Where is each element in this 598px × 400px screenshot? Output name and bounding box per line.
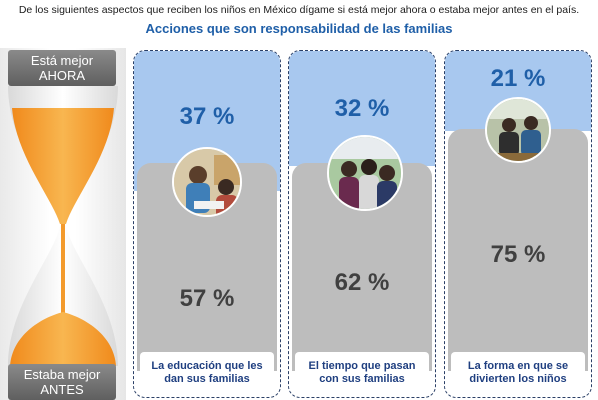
better-now-value: 21 % <box>490 65 546 92</box>
better-now-legend: Está mejor AHORA <box>8 50 116 86</box>
better-now-legend-line1: Está mejor <box>30 53 94 68</box>
better-before-legend: Estaba mejor ANTES <box>8 364 116 400</box>
hourglass-icon <box>8 86 118 366</box>
better-now-value: 37 % <box>179 103 235 130</box>
question-text: De los siguientes aspectos que reciben l… <box>18 4 580 16</box>
aspect-label: El tiempo que pasan con sus familias <box>295 352 429 394</box>
family-photo-fun <box>485 97 551 163</box>
column-children-fun: 21 % 75 % La forma en que se divierten l… <box>444 50 592 398</box>
better-before-value: 75 % <box>490 241 546 268</box>
aspect-label-line2: divierten los niños <box>469 373 567 385</box>
better-now-legend-line2: AHORA <box>38 68 86 83</box>
aspect-label-line2: con sus familias <box>319 373 405 385</box>
better-now-value: 32 % <box>334 95 390 122</box>
chart-subtitle: Acciones que son responsabilidad de las … <box>145 21 453 36</box>
better-before-value: 62 % <box>334 269 390 296</box>
better-before-legend-line1: Estaba mejor <box>23 367 101 382</box>
aspect-label-line2: dan sus familias <box>164 373 250 385</box>
better-before-legend-line2: ANTES <box>40 382 84 397</box>
family-photo-education <box>172 147 242 217</box>
upper-sand <box>12 108 114 224</box>
better-before-value: 57 % <box>179 285 235 312</box>
aspect-label: La forma en que se divierten los niños <box>451 352 585 394</box>
aspect-label-line1: La educación que les <box>151 360 263 372</box>
sand-stream <box>61 224 65 314</box>
aspect-label-line1: El tiempo que pasan <box>308 360 416 372</box>
better-before-area <box>448 129 588 371</box>
hourglass-panel: Está mejor AHORA Estaba mejor ANTES <box>0 48 126 400</box>
lower-sand <box>10 312 116 366</box>
column-education: 37 % 57 % La educación que les dan sus f… <box>133 50 281 398</box>
aspect-label: La educación que les dan sus familias <box>140 352 274 394</box>
aspect-label-line1: La forma en que se <box>467 360 569 372</box>
family-photo-time <box>327 135 403 211</box>
column-family-time: 32 % 62 % El tiempo que pasan con sus fa… <box>288 50 436 398</box>
